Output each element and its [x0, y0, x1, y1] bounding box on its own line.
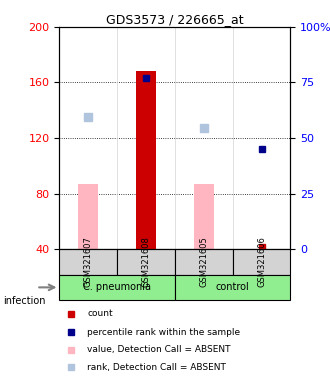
Bar — [136, 71, 156, 249]
FancyBboxPatch shape — [175, 275, 290, 300]
Text: rank, Detection Call = ABSENT: rank, Detection Call = ABSENT — [87, 362, 226, 372]
Bar — [194, 184, 214, 249]
FancyBboxPatch shape — [175, 249, 233, 275]
Text: GSM321606: GSM321606 — [257, 237, 266, 287]
Text: GSM321605: GSM321605 — [199, 237, 208, 287]
Title: GDS3573 / 226665_at: GDS3573 / 226665_at — [106, 13, 244, 26]
FancyBboxPatch shape — [59, 275, 175, 300]
Bar — [78, 184, 98, 249]
FancyBboxPatch shape — [233, 249, 290, 275]
Text: value, Detection Call = ABSENT: value, Detection Call = ABSENT — [87, 345, 231, 354]
Text: GSM321608: GSM321608 — [142, 237, 150, 287]
Text: control: control — [216, 282, 249, 292]
Text: percentile rank within the sample: percentile rank within the sample — [87, 328, 240, 337]
Text: infection: infection — [3, 296, 46, 306]
Text: count: count — [87, 309, 113, 318]
Text: C. pneumonia: C. pneumonia — [83, 282, 151, 292]
Text: GSM321607: GSM321607 — [84, 237, 93, 287]
Bar — [136, 71, 156, 249]
FancyBboxPatch shape — [59, 249, 117, 275]
FancyBboxPatch shape — [117, 249, 175, 275]
